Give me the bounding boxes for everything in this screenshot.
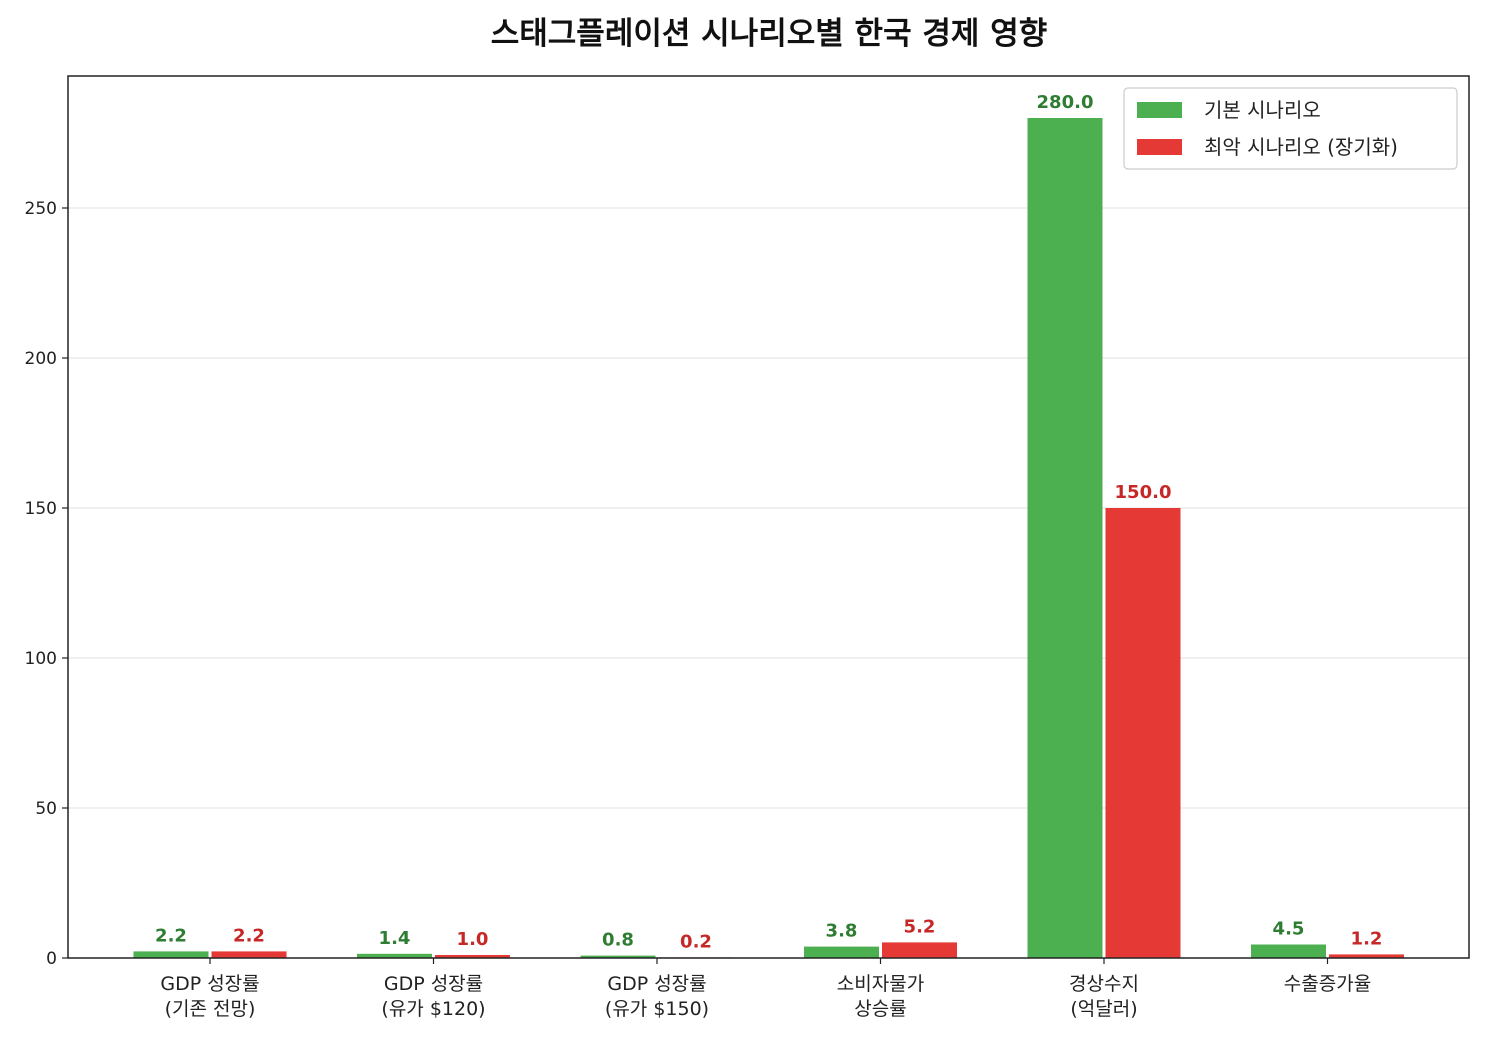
bar-value-label: 0.2	[680, 931, 712, 952]
chart-title: 스태그플레이션 시나리오별 한국 경제 영향	[491, 16, 1048, 52]
x-tick-label: (유가 $120)	[381, 998, 485, 1020]
bar-value-label: 1.4	[379, 928, 411, 949]
bar-worst	[882, 942, 957, 958]
axes: 0 50 100 150 200 250 GDP 성장률 (기존 전망) GDP 성장률 (유가 …	[25, 199, 1372, 1020]
bar-baseline	[133, 951, 209, 958]
bar-worst	[435, 955, 510, 958]
bar-value-label: 150.0	[1115, 482, 1172, 503]
bar-worst	[1105, 508, 1181, 958]
bar-value-label: 1.0	[457, 929, 489, 950]
bar-worst	[1329, 954, 1404, 958]
bar-value-label: 2.2	[155, 925, 187, 946]
legend-label: 기본 시나리오	[1204, 98, 1321, 122]
legend-swatch	[1137, 139, 1182, 155]
y-tick-label: 50	[35, 799, 57, 819]
grid-lines	[68, 207, 1469, 809]
bar-value-label: 4.5	[1273, 919, 1305, 940]
y-tick-label: 150	[25, 499, 57, 519]
bar-worst	[211, 951, 287, 958]
y-tick-label: 0	[46, 949, 57, 969]
legend-box	[1123, 87, 1458, 170]
x-tick-label: (억달러)	[1070, 998, 1137, 1020]
bar-baseline	[357, 953, 432, 958]
y-tick-label: 250	[25, 199, 57, 219]
x-tick-label: (기존 전망)	[165, 998, 256, 1020]
y-tick-label: 100	[25, 649, 57, 669]
x-tick-label: 상승률	[854, 998, 906, 1020]
x-tick-label: 소비자물가	[837, 973, 924, 995]
bar-value-label: 2.2	[233, 925, 265, 946]
x-tick-label: GDP 성장률	[607, 973, 706, 995]
legend-swatch	[1137, 102, 1182, 118]
x-tick-label: GDP 성장률	[384, 973, 483, 995]
x-tick-label: 수출증가율	[1284, 973, 1371, 995]
y-tick-label: 200	[25, 349, 57, 369]
x-tick-label: (유가 $150)	[605, 998, 709, 1020]
bars	[133, 118, 1404, 958]
plot-area-frame	[67, 75, 1470, 959]
legend-label: 최악 시나리오 (장기화)	[1204, 135, 1398, 159]
bar-baseline	[804, 946, 879, 958]
bar-baseline	[1027, 118, 1103, 958]
bar-baseline	[580, 955, 656, 958]
data-labels: 2.2 2.2 1.4 1.0 0.8 0.2 3.8 5.2 280.0 150.0 4.5 1.2	[155, 92, 1382, 952]
bar-value-label: 5.2	[904, 916, 936, 937]
bar-value-label: 280.0	[1037, 92, 1094, 113]
x-tick-label: GDP 성장률	[160, 973, 259, 995]
bar-value-label: 3.8	[826, 921, 858, 942]
bar-value-label: 0.8	[602, 930, 634, 951]
bar-baseline	[1251, 944, 1326, 958]
x-tick-label: 경상수지	[1069, 973, 1139, 995]
bar-value-label: 1.2	[1351, 928, 1383, 949]
